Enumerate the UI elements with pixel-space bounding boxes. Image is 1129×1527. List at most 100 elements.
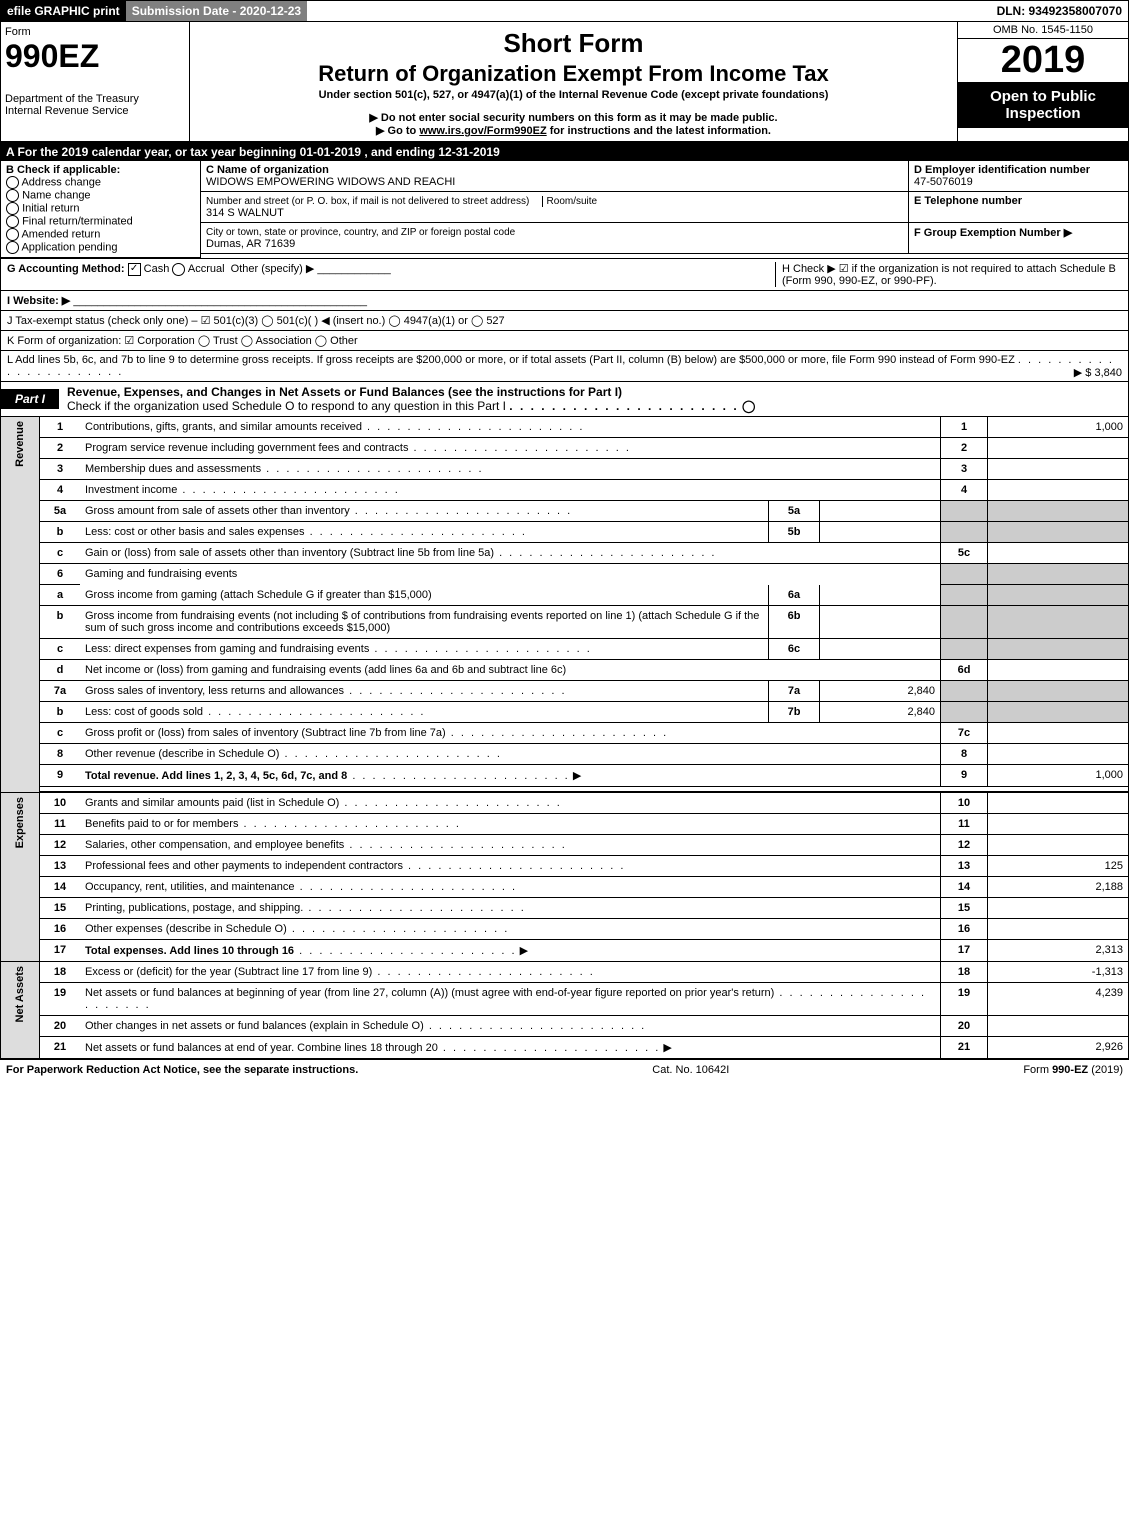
l7a-amt [988, 681, 1129, 702]
l6a-sub: 6a [769, 585, 820, 606]
title-short-form: Short Form [196, 28, 951, 59]
l11-num: 11 [941, 814, 988, 835]
arrow-icon: ▶ [520, 945, 528, 957]
l20-desc: Other changes in net assets or fund bala… [80, 1016, 941, 1037]
label-name-change: Name change [22, 189, 91, 201]
l4-amt [988, 480, 1129, 501]
l14-amt: 2,188 [988, 877, 1129, 898]
l19-no: 19 [40, 983, 81, 1016]
title-return: Return of Organization Exempt From Incom… [196, 61, 951, 87]
l12-num: 12 [941, 835, 988, 856]
submission-date-button[interactable]: Submission Date - 2020-12-23 [126, 1, 307, 21]
l5b-desc: Less: cost or other basis and sales expe… [80, 522, 769, 543]
goto-link-row: ▶ Go to www.irs.gov/Form990EZ for instru… [196, 124, 951, 137]
l12-amt [988, 835, 1129, 856]
header-center: Short Form Return of Organization Exempt… [190, 22, 957, 141]
l8-amt [988, 744, 1129, 765]
l12-desc: Salaries, other compensation, and employ… [80, 835, 941, 856]
arrow-icon: ▶ [663, 1042, 671, 1054]
l4-desc: Investment income [80, 480, 941, 501]
l19-desc: Net assets or fund balances at beginning… [80, 983, 941, 1016]
label-amended: Amended return [21, 228, 100, 240]
part1-check-text: Check if the organization used Schedule … [67, 399, 506, 413]
l12-no: 12 [40, 835, 81, 856]
top-bar: efile GRAPHIC print Submission Date - 20… [0, 0, 1129, 22]
l5b-subval [820, 522, 941, 543]
check-address-change[interactable] [6, 176, 19, 189]
warning-ssn: ▶ Do not enter social security numbers o… [196, 111, 951, 124]
l5c-no: c [40, 543, 81, 564]
footer: For Paperwork Reduction Act Notice, see … [0, 1059, 1129, 1080]
l11-no: 11 [40, 814, 81, 835]
check-app-pending[interactable] [6, 241, 19, 254]
l17-num: 17 [941, 940, 988, 962]
l7b-num [941, 702, 988, 723]
label-cash: Cash [144, 263, 170, 275]
check-amended[interactable] [6, 228, 19, 241]
l21-num: 21 [941, 1037, 988, 1059]
l6b-num [941, 606, 988, 639]
l7c-amt [988, 723, 1129, 744]
l13-no: 13 [40, 856, 81, 877]
l5b-amt [988, 522, 1129, 543]
l6d-num: 6d [941, 660, 988, 681]
l6c-num [941, 639, 988, 660]
check-final-return[interactable] [6, 215, 19, 228]
l7b-desc: Less: cost of goods sold [80, 702, 769, 723]
l14-num: 14 [941, 877, 988, 898]
label-initial-return: Initial return [22, 202, 79, 214]
l6d-desc: Net income or (loss) from gaming and fun… [80, 660, 941, 681]
l4-num: 4 [941, 480, 988, 501]
label-i: I Website: ▶ [7, 295, 70, 307]
l10-desc: Grants and similar amounts paid (list in… [80, 792, 941, 814]
l5b-num [941, 522, 988, 543]
ein-value: 47-5076019 [914, 176, 973, 188]
form-word: Form [5, 26, 185, 38]
l7a-num [941, 681, 988, 702]
l7a-subval: 2,840 [820, 681, 941, 702]
check-initial-return[interactable] [6, 202, 19, 215]
l10-num: 10 [941, 792, 988, 814]
label-final-return: Final return/terminated [22, 215, 133, 227]
l11-amt [988, 814, 1129, 835]
entity-block: B Check if applicable: Address change Na… [0, 161, 1129, 259]
check-cash[interactable] [128, 263, 141, 276]
efile-print-button[interactable]: efile GRAPHIC print [1, 1, 126, 21]
l6c-amt [988, 639, 1129, 660]
l2-desc: Program service revenue including govern… [80, 438, 941, 459]
l5a-no: 5a [40, 501, 81, 522]
label-room: Room/suite [542, 196, 598, 207]
form-header: Form 990EZ Department of the Treasury In… [0, 22, 1129, 142]
line-k: K Form of organization: ☑ Corporation ◯ … [0, 331, 1129, 351]
l7b-no: b [40, 702, 81, 723]
l7b-amt [988, 702, 1129, 723]
org-name: WIDOWS EMPOWERING WIDOWS AND REACHI [206, 176, 455, 188]
l20-amt [988, 1016, 1129, 1037]
arrow-icon: ▶ [573, 770, 581, 782]
irs-link[interactable]: www.irs.gov/Form990EZ [419, 125, 546, 137]
tax-year: 2019 [958, 39, 1128, 82]
line-l-amount: ▶ $ 3,840 [1074, 366, 1122, 379]
part1-check-val: ◯ [742, 399, 755, 413]
l19-num: 19 [941, 983, 988, 1016]
goto-pre: ▶ Go to [376, 125, 419, 137]
check-accrual[interactable] [172, 263, 185, 276]
l6a-no: a [40, 585, 81, 606]
part1-header: Part I Revenue, Expenses, and Changes in… [0, 382, 1129, 417]
label-accrual: Accrual [188, 263, 225, 275]
l7b-sub: 7b [769, 702, 820, 723]
part1-label: Part I [1, 389, 59, 409]
l9-desc: Total revenue. Add lines 1, 2, 3, 4, 5c,… [80, 765, 941, 787]
label-c: C Name of organization [206, 164, 329, 176]
l6b-no: b [40, 606, 81, 639]
l6a-subval [820, 585, 941, 606]
check-name-change[interactable] [6, 189, 19, 202]
box-f: F Group Exemption Number ▶ [908, 223, 1128, 254]
l9-amt: 1,000 [988, 765, 1129, 787]
l8-num: 8 [941, 744, 988, 765]
l1-no: 1 [40, 417, 81, 438]
header-right: OMB No. 1545-1150 2019 Open to Public In… [957, 22, 1128, 141]
l3-amt [988, 459, 1129, 480]
l7c-desc: Gross profit or (loss) from sales of inv… [80, 723, 941, 744]
l16-desc: Other expenses (describe in Schedule O) [80, 919, 941, 940]
